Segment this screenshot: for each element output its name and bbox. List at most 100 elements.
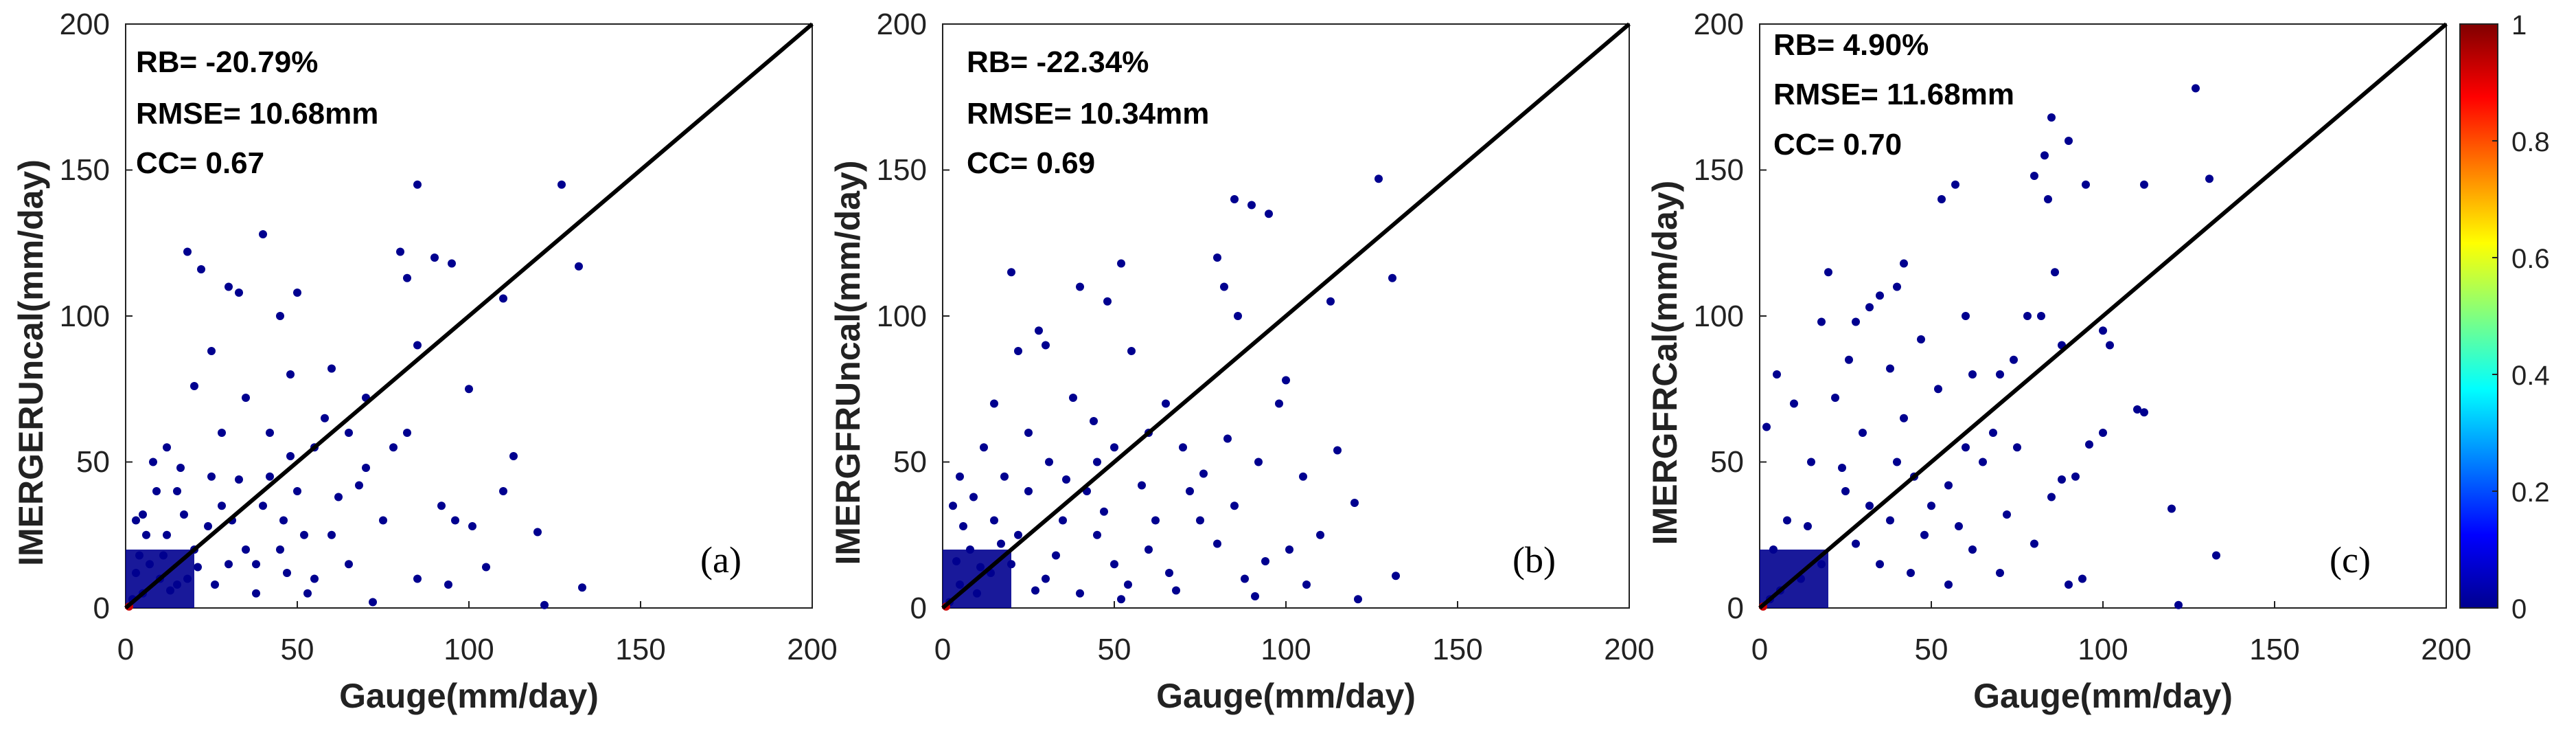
xlabel-c: Gauge(mm/day): [1973, 677, 2233, 715]
scatter-point: [2071, 472, 2080, 481]
scatter-point: [1302, 580, 1311, 589]
colorbar-gradient: [2459, 23, 2498, 609]
scatter-point: [369, 598, 377, 607]
xtick-label: 50: [281, 633, 314, 666]
scatter-point: [1354, 595, 1362, 604]
scatter-point: [1299, 472, 1307, 481]
scatter-point: [286, 370, 295, 379]
scatter-point: [1035, 326, 1043, 335]
scatter-point: [1251, 592, 1259, 600]
yticks-b: 0 50 100 150 200: [877, 8, 927, 625]
scatter-point: [1934, 385, 1942, 394]
scatter-point: [173, 487, 181, 495]
xtick-label: 200: [787, 633, 837, 666]
scatter-point: [279, 516, 288, 525]
scatter-point: [1241, 574, 1249, 583]
scatter-point: [207, 347, 216, 355]
scatter-point: [211, 580, 219, 589]
scatter-point: [1996, 569, 2004, 577]
xtick-label: 200: [1604, 633, 1654, 666]
scatter-point: [1223, 434, 1232, 443]
scatter-point: [1076, 282, 1084, 291]
scatter-point: [2003, 510, 2011, 519]
scatter-point: [1979, 458, 1987, 466]
ytick-label: 100: [1694, 300, 1744, 333]
scatter-point: [218, 501, 226, 510]
scatter-point: [1162, 399, 1170, 408]
scatter-point: [1927, 501, 1935, 510]
scatter-point: [2030, 539, 2038, 548]
scatter-point: [163, 530, 171, 539]
scatter-point: [1900, 259, 1908, 268]
scatter-point: [1962, 443, 1970, 452]
scatter-point: [413, 574, 422, 583]
ytick-label: 0: [93, 591, 110, 625]
scatter-point: [1876, 291, 1884, 300]
scatter-point: [242, 545, 250, 554]
scatter-point: [1124, 580, 1132, 589]
scatter-point: [2082, 180, 2090, 189]
scatter-point: [1852, 539, 1860, 548]
scatter-point: [1230, 195, 1239, 203]
scatter-point: [430, 253, 439, 262]
panel-label-c: (c): [2330, 539, 2371, 580]
colorbar-tick-label: 0.4: [2511, 361, 2550, 391]
scatter-point: [276, 312, 284, 320]
scatter-point: [1045, 458, 1053, 466]
scatter-point: [1093, 458, 1101, 466]
scatter-point: [225, 282, 233, 291]
scatter-point: [1179, 443, 1187, 452]
scatter-point: [1014, 530, 1022, 539]
colorbar-tick-label: 0: [2511, 594, 2527, 624]
scatter-point: [2037, 312, 2045, 320]
scatter-point: [1804, 522, 1812, 530]
scatter-point: [448, 259, 456, 268]
stat-cc-c: CC= 0.70: [1773, 128, 1902, 161]
colorbar-tick-label: 0.6: [2511, 244, 2550, 274]
scatter-point: [1817, 317, 1826, 326]
scatter-point: [1876, 560, 1884, 569]
scatter-point: [2065, 137, 2073, 145]
scatter-point: [259, 230, 267, 238]
scatter-point: [1024, 487, 1033, 495]
scatter-point: [1265, 210, 1273, 218]
colorbar: 1 0.8 0.6 0.4 0.2 0: [2459, 10, 2550, 624]
scatter-point: [1103, 297, 1112, 306]
scatter-point: [396, 247, 404, 256]
scatter-point: [1282, 376, 1290, 385]
scatter-point: [1247, 201, 1256, 210]
scatter-point: [1920, 530, 1929, 539]
scatter-point: [276, 545, 284, 554]
xtick-label: 150: [615, 633, 665, 666]
scatter-point: [183, 247, 192, 256]
scatter-point: [1859, 429, 1867, 437]
scatter-point: [225, 560, 233, 569]
scatter-point: [959, 522, 967, 530]
scatter-point: [362, 464, 370, 472]
scatter-point: [176, 464, 185, 472]
scatter-point: [499, 294, 507, 303]
scatter-point: [540, 600, 549, 609]
scatter-point: [1110, 560, 1118, 569]
stat-rmse-a: RMSE= 10.68mm: [136, 97, 378, 131]
xtick-label: 100: [444, 633, 494, 666]
stat-rb-c: RB= 4.90%: [1773, 28, 1929, 62]
xtick-label: 150: [1432, 633, 1482, 666]
scatter-point: [403, 429, 411, 437]
xtick-label: 100: [1261, 633, 1311, 666]
scatter-point: [1151, 516, 1160, 525]
panel-label-b: (b): [1513, 539, 1556, 580]
scatter-point: [1213, 253, 1221, 262]
stat-rmse-b: RMSE= 10.34mm: [967, 97, 1209, 131]
scatter-point: [533, 528, 542, 537]
scatter-point: [1042, 574, 1050, 583]
stat-rb-b: RB= -22.34%: [967, 45, 1149, 79]
scatter-point: [1100, 507, 1108, 516]
scatter-point: [142, 530, 150, 539]
scatter-point: [2140, 408, 2148, 417]
reference-line: [1758, 22, 2448, 610]
scatter-point: [2167, 504, 2176, 513]
scatter-point: [1865, 303, 1874, 312]
scatter-point: [1024, 429, 1033, 437]
scatter-point: [1117, 595, 1125, 604]
